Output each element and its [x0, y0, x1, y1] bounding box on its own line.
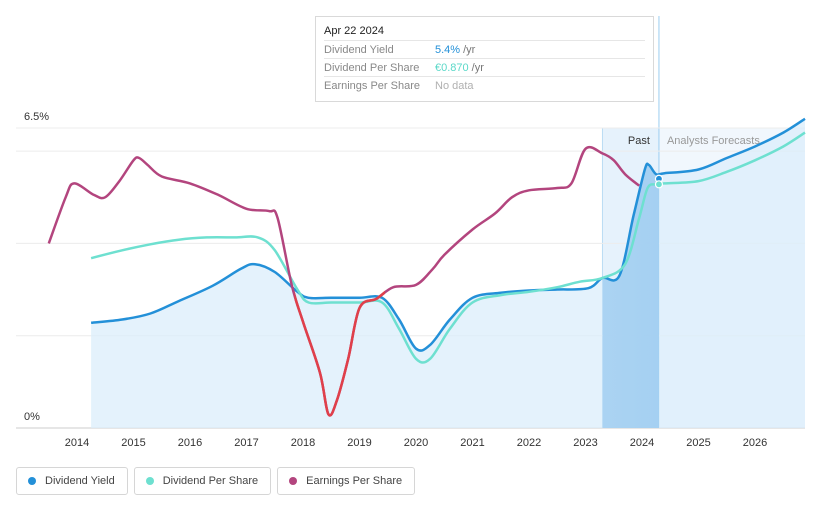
tooltip-unit: /yr	[471, 61, 484, 74]
x-tick-label: 2024	[630, 437, 654, 449]
earnings-per-share-line-decline	[294, 290, 385, 417]
tooltip-label: Earnings Per Share	[324, 79, 420, 92]
tooltip-unit: /yr	[463, 43, 476, 56]
tooltip-row-dividend-per-share: Dividend Per Share €0.870 /yr	[324, 58, 645, 76]
x-tick-label: 2017	[234, 437, 258, 449]
x-tick-label: 2019	[347, 437, 371, 449]
y-axis-top-label: 6.5%	[24, 111, 49, 123]
legend-label: Earnings Per Share	[306, 475, 403, 487]
forecast-region-label: Analysts Forecasts	[667, 135, 760, 147]
legend-dot-icon	[145, 477, 154, 485]
tooltip-value: No data	[435, 79, 474, 92]
legend-dot-icon	[28, 477, 36, 485]
dividend-chart: 6.5% 0% 2014 2015 2016 2017 2018 2019 2020 2021 20…	[16, 16, 806, 449]
tooltip-row-earnings-per-share: Earnings Per Share No data	[324, 76, 645, 94]
chart-tooltip: Apr 22 2024 Dividend Yield 5.4% /yr Divi…	[315, 16, 654, 102]
x-tick-label: 2023	[573, 437, 597, 449]
legend-dot-icon	[289, 477, 298, 485]
tooltip-value: 5.4%	[435, 43, 461, 56]
tooltip-row-dividend-yield: Dividend Yield 5.4% /yr	[324, 40, 645, 58]
x-tick-label: 2025	[686, 437, 710, 449]
dividend-yield-area-past	[602, 163, 659, 428]
legend-label: Dividend Per Share	[162, 475, 259, 487]
x-tick-label: 2022	[517, 437, 541, 449]
chart-legend: Dividend Yield Dividend Per Share Earnin…	[16, 467, 416, 495]
tooltip-date: Apr 22 2024	[324, 25, 384, 37]
x-tick-label: 2018	[291, 437, 315, 449]
y-axis-bottom-label: 0%	[24, 411, 40, 423]
x-tick-label: 2016	[178, 437, 202, 449]
tooltip-label: Dividend Yield	[324, 43, 394, 56]
x-tick-label: 2014	[65, 437, 89, 449]
legend-label: Dividend Yield	[45, 475, 115, 487]
past-region-label: Past	[628, 135, 650, 147]
tooltip-label: Dividend Per Share	[324, 61, 420, 74]
dividend-per-share-highlight-point	[654, 180, 664, 189]
dividend-yield-line	[90, 117, 806, 352]
legend-earnings-per-share[interactable]: Earnings Per Share	[277, 467, 416, 495]
x-tick-label: 2015	[121, 437, 145, 449]
legend-dividend-yield[interactable]: Dividend Yield	[16, 467, 128, 495]
tooltip-value: €0.870	[435, 61, 469, 74]
legend-dividend-per-share[interactable]: Dividend Per Share	[133, 467, 272, 495]
x-tick-label: 2020	[404, 437, 428, 449]
x-tick-label: 2021	[460, 437, 484, 449]
x-tick-label: 2026	[743, 437, 767, 449]
